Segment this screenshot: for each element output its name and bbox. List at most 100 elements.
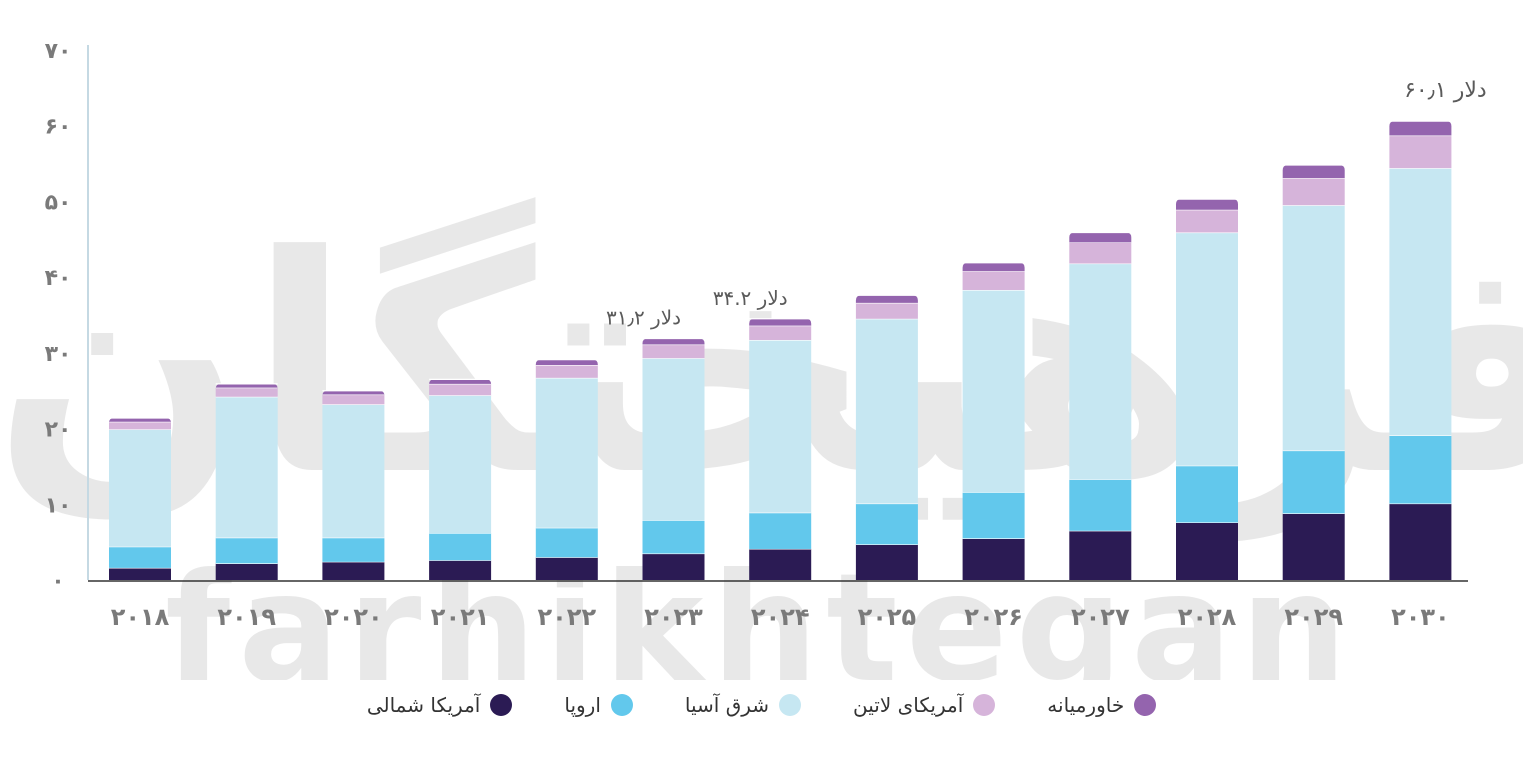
bar-segment: [109, 429, 171, 547]
y-tick-label: ۵۰: [45, 190, 72, 215]
bar-segment: [1069, 232, 1132, 243]
bar-segment: [1389, 135, 1452, 169]
legend-swatch: [490, 694, 513, 716]
stacked-bar-chart: فرهیختگان farhikhtegan ۰۱۰۲۰۳۰۴۰۵۰۶۰۷۰۲۰…: [0, 39, 1523, 680]
x-tick-label: ۲۰۲۵: [858, 603, 917, 631]
bar-segment: [429, 383, 492, 396]
bar-segment: [962, 290, 1025, 493]
bar-segment: [642, 520, 705, 554]
bar-segment: [109, 417, 171, 423]
bar-segment: [855, 544, 918, 580]
bar-segment: [1282, 165, 1345, 178]
x-tick-label: ۲۰۲۶: [964, 603, 1023, 631]
y-tick-label: ۷۰: [45, 39, 72, 64]
y-tick-label: ۶۰: [45, 115, 72, 140]
x-tick-label: ۲۰۲۱: [431, 603, 490, 631]
bar-segment: [855, 302, 918, 319]
bar-segment: [1282, 513, 1345, 580]
bar-segment: [215, 563, 278, 580]
y-tick-label: ۴۰: [45, 266, 72, 291]
x-tick-label: ۲۰۲۰: [324, 603, 383, 631]
bar-segment: [1282, 177, 1345, 206]
bar-segment: [855, 295, 918, 303]
bar-segment: [535, 359, 598, 365]
bar-segment: [749, 339, 812, 513]
x-tick-label: ۲۰۳۰: [1391, 603, 1450, 631]
bar-segment: [215, 387, 278, 397]
bar-segment: [109, 546, 171, 568]
legend-item: آمریکای لاتین: [853, 693, 996, 717]
bar-segment: [962, 538, 1025, 580]
legend-swatch: [779, 694, 802, 716]
bar-segment: [749, 548, 812, 580]
bar-segment: [215, 396, 278, 538]
legend-item: آمریکا شمالی: [367, 693, 513, 717]
x-tick-label: ۲۰۲۹: [1284, 603, 1343, 631]
legend-label: آمریکا شمالی: [366, 693, 481, 717]
x-tick-label: ۲۰۲۴: [751, 603, 810, 631]
bar-segment: [1176, 232, 1238, 466]
legend-item: خاورمیانه: [1047, 693, 1157, 717]
bar-segment: [962, 271, 1025, 291]
bar-segment: [322, 390, 385, 396]
bar-segment: [1176, 522, 1238, 580]
bar-segment: [855, 318, 918, 504]
bar-segment: [1069, 263, 1132, 480]
bar-segment: [1069, 242, 1132, 264]
legend-label: آمریکای لاتین: [853, 693, 964, 717]
bar-segment: [962, 492, 1025, 539]
axes: [87, 45, 1468, 582]
bar-segment: [535, 527, 598, 558]
bar-segment: [1282, 450, 1345, 514]
x-tick-label: ۲۰۲۷: [1071, 603, 1130, 631]
bar-segment: [1176, 209, 1238, 233]
legend-swatch: [1134, 694, 1157, 716]
data-label: ۶۰٫۱ دلار: [1404, 78, 1487, 103]
legend: آمریکا شمالی اروپا شرق آسیا آمریکای لاتین خا…: [0, 685, 1523, 725]
bars: [109, 120, 1452, 580]
bar-segment: [429, 395, 492, 534]
y-tick-label: ۰: [51, 569, 64, 594]
bar-segment: [749, 318, 812, 326]
data-label: ۳۱٫۲ دلار: [606, 305, 681, 329]
bar-segment: [642, 338, 705, 345]
legend-item: شرق آسیا: [684, 693, 802, 717]
bar-segment: [855, 503, 918, 545]
bar-segment: [109, 421, 171, 430]
bar-segment: [215, 383, 278, 389]
legend-label: اروپا: [564, 693, 601, 717]
bar-segment: [1069, 479, 1132, 531]
bar-segment: [535, 557, 598, 580]
x-tick-label: ۲۰۲۸: [1178, 603, 1237, 631]
bar-segment: [322, 394, 385, 405]
legend-label: خاورمیانه: [1047, 693, 1125, 717]
x-tick-label: ۲۰۱۸: [111, 603, 170, 631]
legend-item: اروپا: [564, 693, 633, 717]
bar-segment: [322, 561, 385, 580]
bar-segment: [642, 553, 705, 580]
x-tick-label: ۲۰۱۹: [217, 603, 276, 631]
bar-segment: [429, 560, 492, 580]
bar-segment: [642, 344, 705, 359]
bar-segment: [642, 358, 705, 521]
legend-swatch: [973, 694, 996, 716]
y-tick-label: ۱۰: [45, 493, 72, 518]
bar-segment: [1069, 530, 1132, 580]
bar-segment: [749, 325, 812, 340]
x-tick-label: ۲۰۲۲: [538, 603, 597, 631]
bar-segment: [535, 364, 598, 378]
x-tick-label: ۲۰۲۳: [644, 603, 703, 631]
bar-segment: [109, 567, 171, 580]
y-tick-label: ۲۰: [45, 418, 72, 443]
bar-segment: [322, 404, 385, 538]
bar-segment: [1176, 199, 1238, 210]
bar-segment: [1176, 465, 1238, 523]
bar-segment: [1282, 205, 1345, 451]
bar-segment: [215, 537, 278, 564]
y-tick-label: ۳۰: [45, 342, 72, 367]
bar-segment: [1389, 121, 1452, 136]
bar-segment: [535, 377, 598, 528]
legend-label: شرق آسیا: [684, 693, 770, 717]
bar-segment: [429, 379, 492, 385]
